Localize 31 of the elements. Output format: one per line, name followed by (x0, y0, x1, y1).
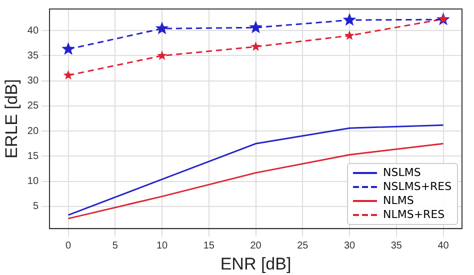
point (250, 41, 261, 51)
point (62, 42, 75, 55)
legend-label: NLMS (383, 194, 414, 208)
y-tick-label: 35 (27, 50, 39, 62)
x-tick-label: 40 (438, 240, 450, 252)
point (249, 20, 262, 34)
y-tick-label: 40 (27, 25, 39, 36)
x-axis-title: ENR [dB] (220, 254, 292, 274)
legend-label: NSLMS+RES (383, 180, 452, 194)
point (342, 13, 356, 26)
y-tick-label: 30 (27, 76, 39, 87)
legend-label: NLMS+RES (383, 208, 445, 222)
x-tick-label: 35 (390, 240, 402, 252)
y-tick-label: 20 (27, 126, 39, 137)
point (157, 50, 167, 60)
point (63, 70, 74, 80)
point (344, 30, 354, 40)
x-tick-label: 10 (156, 240, 168, 252)
x-tick-label: 25 (297, 240, 309, 252)
point (155, 22, 169, 34)
y-tick-label: 10 (27, 176, 39, 188)
y-tick-label: 15 (27, 150, 39, 162)
y-tick-label: 25 (27, 100, 39, 112)
y-axis-title: ERLE [dB] (2, 79, 21, 158)
x-tick-label: 20 (250, 240, 262, 252)
x-tick-label: 30 (344, 240, 356, 252)
y-tick-label: 5 (32, 201, 39, 212)
legend-label: NSLMS (383, 166, 421, 180)
x-tick-label: 15 (203, 240, 215, 252)
x-tick-label: 5 (112, 240, 118, 252)
x-tick-label: 0 (65, 240, 72, 252)
